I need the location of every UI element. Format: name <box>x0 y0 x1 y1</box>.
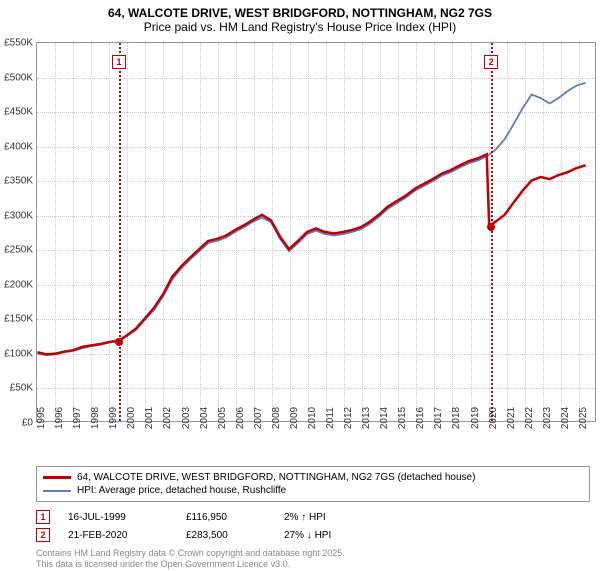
x-tick-label: 2016 <box>415 407 426 429</box>
x-tick-label: 1996 <box>54 407 65 429</box>
chart-container: 64, WALCOTE DRIVE, WEST BRIDGFORD, NOTTI… <box>0 0 600 560</box>
x-tick-label: 2019 <box>470 407 481 429</box>
y-tick-label: £100K <box>4 348 33 359</box>
marker-box-2: 2 <box>484 55 498 69</box>
legend-row: 64, WALCOTE DRIVE, WEST BRIDGFORD, NOTTI… <box>43 471 583 484</box>
x-tick-label: 2015 <box>397 407 408 429</box>
title-main: 64, WALCOTE DRIVE, WEST BRIDGFORD, NOTTI… <box>10 6 590 20</box>
annotation-marker: 1 <box>36 510 50 524</box>
title-sub: Price paid vs. HM Land Registry's House … <box>10 20 590 34</box>
x-tick-label: 2011 <box>325 407 336 429</box>
annotation-date: 16-JUL-1999 <box>68 512 168 523</box>
x-tick-label: 1997 <box>72 407 83 429</box>
y-tick-label: £550K <box>4 38 33 49</box>
x-tick-label: 2025 <box>578 407 589 429</box>
legend-row: HPI: Average price, detached house, Rush… <box>43 484 583 497</box>
x-tick-label: 2010 <box>307 407 318 429</box>
legend-swatch <box>43 490 71 492</box>
x-tick-label: 1998 <box>90 407 101 429</box>
x-tick-label: 2020 <box>488 407 499 429</box>
marker-dot-2 <box>487 223 495 231</box>
x-tick-label: 2013 <box>361 407 372 429</box>
y-tick-label: £350K <box>4 176 33 187</box>
marker-dot-1 <box>115 338 123 346</box>
y-tick-label: £0 <box>22 418 33 429</box>
annotation-marker: 2 <box>36 528 50 542</box>
marker-line-1 <box>119 43 121 421</box>
y-tick-label: £250K <box>4 245 33 256</box>
annotation-row: 1 16-JUL-1999 £116,950 2% ↑ HPI <box>36 508 590 526</box>
annotation-pct: 2% ↑ HPI <box>284 512 384 523</box>
x-tick-label: 2002 <box>162 407 173 429</box>
y-tick-label: £400K <box>4 141 33 152</box>
x-tick-label: 2009 <box>289 407 300 429</box>
legend-label: 64, WALCOTE DRIVE, WEST BRIDGFORD, NOTTI… <box>77 472 475 483</box>
x-axis-ticks: 1995 1996 1997 1998 1999 2000 2001 2002 2003 2004… <box>36 390 596 430</box>
annotation-row: 2 21-FEB-2020 £283,500 27% ↓ HPI <box>36 526 590 544</box>
x-tick-label: 2001 <box>144 407 155 429</box>
x-tick-label: 2005 <box>217 407 228 429</box>
annotation-table: 1 16-JUL-1999 £116,950 2% ↑ HPI 2 21-FEB-2020… <box>36 508 590 544</box>
x-tick-label: 2024 <box>560 407 571 429</box>
x-tick-label: 2004 <box>199 407 210 429</box>
marker-box-1: 1 <box>112 55 126 69</box>
title-block: 64, WALCOTE DRIVE, WEST BRIDGFORD, NOTTI… <box>0 0 600 38</box>
x-tick-label: 2017 <box>433 407 444 429</box>
y-tick-label: £150K <box>4 314 33 325</box>
x-tick-label: 1999 <box>108 407 119 429</box>
marker-line-2 <box>491 43 493 421</box>
legend-swatch <box>43 476 71 479</box>
legend-label: HPI: Average price, detached house, Rush… <box>77 485 286 496</box>
x-tick-label: 2000 <box>126 407 137 429</box>
footer-line1: Contains HM Land Registry data © Crown c… <box>36 548 590 559</box>
x-tick-label: 2008 <box>271 407 282 429</box>
x-tick-label: 2018 <box>451 407 462 429</box>
x-tick-label: 2021 <box>506 407 517 429</box>
annotation-price: £116,950 <box>186 512 266 523</box>
x-tick-label: 2006 <box>235 407 246 429</box>
y-tick-label: £50K <box>10 383 33 394</box>
legend: 64, WALCOTE DRIVE, WEST BRIDGFORD, NOTTI… <box>36 466 590 502</box>
x-tick-label: 2023 <box>542 407 553 429</box>
y-tick-label: £300K <box>4 210 33 221</box>
y-tick-label: £500K <box>4 72 33 83</box>
y-tick-label: £200K <box>4 279 33 290</box>
x-tick-label: 2012 <box>343 407 354 429</box>
y-axis-ticks: £0£50K£100K£150K£200K£250K£300K£350K£400… <box>1 43 35 421</box>
annotation-date: 21-FEB-2020 <box>68 530 168 541</box>
footer: Contains HM Land Registry data © Crown c… <box>36 548 590 571</box>
x-tick-label: 2014 <box>379 407 390 429</box>
footer-line2: This data is licensed under the Open Gov… <box>36 559 590 570</box>
chart-area: £0£50K£100K£150K£200K£250K£300K£350K£400… <box>36 42 596 422</box>
x-tick-label: 2007 <box>253 407 264 429</box>
x-tick-label: 1995 <box>36 407 47 429</box>
annotation-price: £283,500 <box>186 530 266 541</box>
annotation-pct: 27% ↓ HPI <box>284 530 384 541</box>
x-tick-label: 2003 <box>181 407 192 429</box>
y-tick-label: £450K <box>4 107 33 118</box>
x-tick-label: 2022 <box>524 407 535 429</box>
